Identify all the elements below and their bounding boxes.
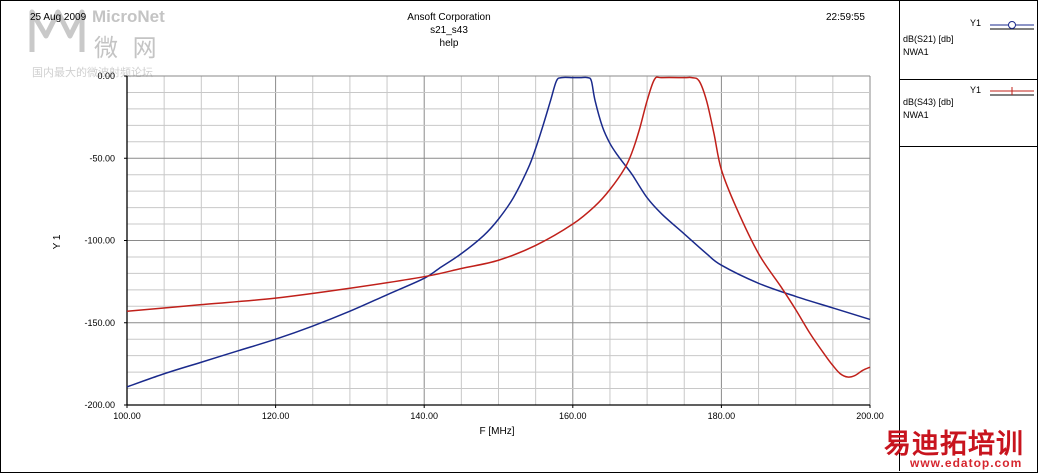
y-tick-label: -50.00	[89, 153, 115, 163]
x-tick-label: 180.00	[708, 411, 736, 421]
header-project: help	[439, 38, 459, 49]
header-plot-name: s21_s43	[430, 25, 468, 36]
grid	[126, 75, 871, 406]
watermark-bottom-url: www.edatop.com	[910, 456, 1023, 470]
y-axis-label: Y 1	[52, 234, 63, 249]
circle-icon	[990, 21, 1034, 30]
header-date: 25 Aug 2009	[30, 12, 87, 23]
header-company: Ansoft Corporation	[407, 12, 491, 23]
series-line-s21	[126, 76, 871, 388]
x-tick-label: 200.00	[856, 411, 884, 421]
watermark-subtitle: 国内最大的微波射频论坛	[32, 67, 153, 79]
legend-axis: Y1	[970, 18, 982, 28]
series	[126, 76, 871, 388]
x-tick-label: 120.00	[262, 411, 290, 421]
series-line-s43	[126, 76, 871, 378]
legend-item[interactable]: Y1 dB(S43) [db] NWA1	[900, 80, 1038, 146]
legend-trace: dB(S21) [db]	[903, 34, 954, 44]
header-time: 22:59:55	[826, 12, 865, 23]
watermark-bottom-cjk: 易迪拓培训	[884, 429, 1024, 459]
legend-axis: Y1	[970, 85, 982, 95]
y-tick-label: -150.00	[84, 318, 115, 328]
y-tick-label: -200.00	[84, 400, 115, 410]
legend-separator	[900, 146, 1038, 147]
plus-icon	[990, 87, 1034, 96]
x-axis-label: F [MHz]	[480, 426, 515, 437]
legend-item[interactable]: Y1 dB(S21) [db] NWA1	[900, 0, 1038, 79]
y-tick-label: -100.00	[84, 236, 115, 246]
legend-panel: Y1 dB(S21) [db] NWA1 Y1 dB(S43) [db] NWA…	[899, 0, 1038, 471]
watermark-cjk: 微 网	[94, 35, 161, 62]
x-tick-label: 100.00	[113, 411, 141, 421]
tick-labels: 100.00 120.00 140.00 160.00 180.00 200.00 0.00…	[84, 71, 883, 421]
chart-area: 100.00 120.00 140.00 160.00 180.00 200.00 0.00…	[52, 71, 884, 437]
legend-solution: NWA1	[903, 47, 929, 57]
x-tick-label: 160.00	[559, 411, 587, 421]
legend-solution: NWA1	[903, 110, 929, 120]
x-tick-label: 140.00	[410, 411, 438, 421]
y-tick-label: 0.00	[97, 71, 115, 81]
legend-trace: dB(S43) [db]	[903, 97, 954, 107]
micronet-logo	[29, 9, 85, 52]
watermark-brand: MicroNet	[92, 7, 165, 26]
legend-separator	[900, 79, 1038, 80]
